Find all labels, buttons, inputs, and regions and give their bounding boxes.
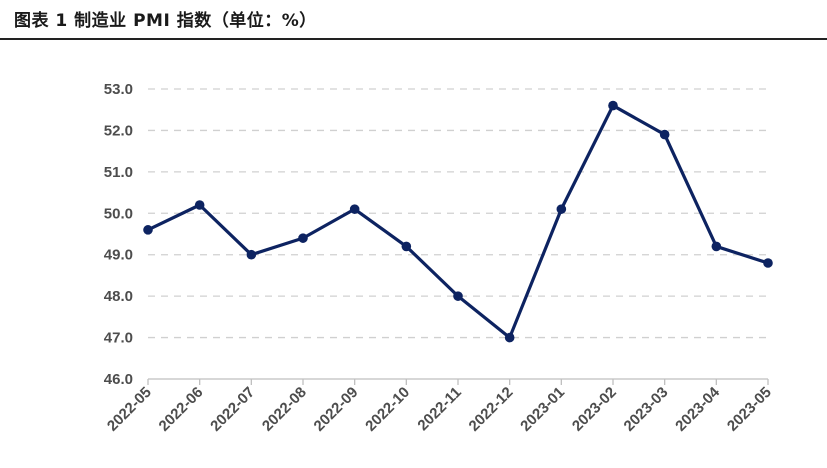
data-point	[453, 291, 463, 301]
y-tick-label: 49.0	[104, 247, 133, 264]
data-point	[194, 200, 205, 210]
x-tick-label: 2023-01	[517, 384, 568, 435]
x-tick-label: 2022-07	[207, 384, 258, 435]
data-point	[246, 249, 257, 260]
x-tick-label: 2023-04	[672, 383, 723, 434]
x-tick-label: 2022-12	[466, 384, 517, 435]
y-tick-label: 52.0	[104, 122, 133, 139]
x-tick-label: 2022-10	[362, 384, 413, 435]
y-tick-label: 50.0	[104, 205, 133, 222]
data-point	[401, 241, 412, 252]
data-point	[608, 100, 618, 111]
chart-title: 图表 1 制造业 PMI 指数（单位：%）	[14, 11, 317, 31]
data-point	[711, 241, 722, 252]
y-tick-label: 53.0	[104, 81, 133, 98]
x-tick-label: 2023-05	[724, 384, 775, 435]
x-tick-label: 2023-03	[621, 384, 672, 435]
x-tick-label: 2023-02	[569, 384, 620, 435]
data-point	[349, 204, 360, 214]
y-tick-label: 46.0	[104, 371, 133, 388]
x-tick-label: 2022-05	[104, 384, 155, 435]
y-tick-label: 48.0	[104, 288, 133, 305]
x-tick-label: 2022-11	[414, 384, 464, 434]
data-point	[298, 233, 308, 243]
data-point	[763, 258, 773, 268]
data-point	[143, 225, 153, 235]
x-tick-label: 2022-09	[311, 384, 362, 435]
data-point	[504, 332, 515, 343]
series-line	[146, 103, 770, 340]
x-tick-label: 2022-08	[259, 384, 310, 435]
data-point	[556, 204, 567, 214]
title-divider	[0, 38, 827, 40]
y-tick-label: 47.0	[104, 330, 133, 347]
y-tick-label: 51.0	[104, 164, 133, 181]
x-tick-label: 2022-06	[156, 384, 207, 435]
data-point	[659, 129, 670, 140]
